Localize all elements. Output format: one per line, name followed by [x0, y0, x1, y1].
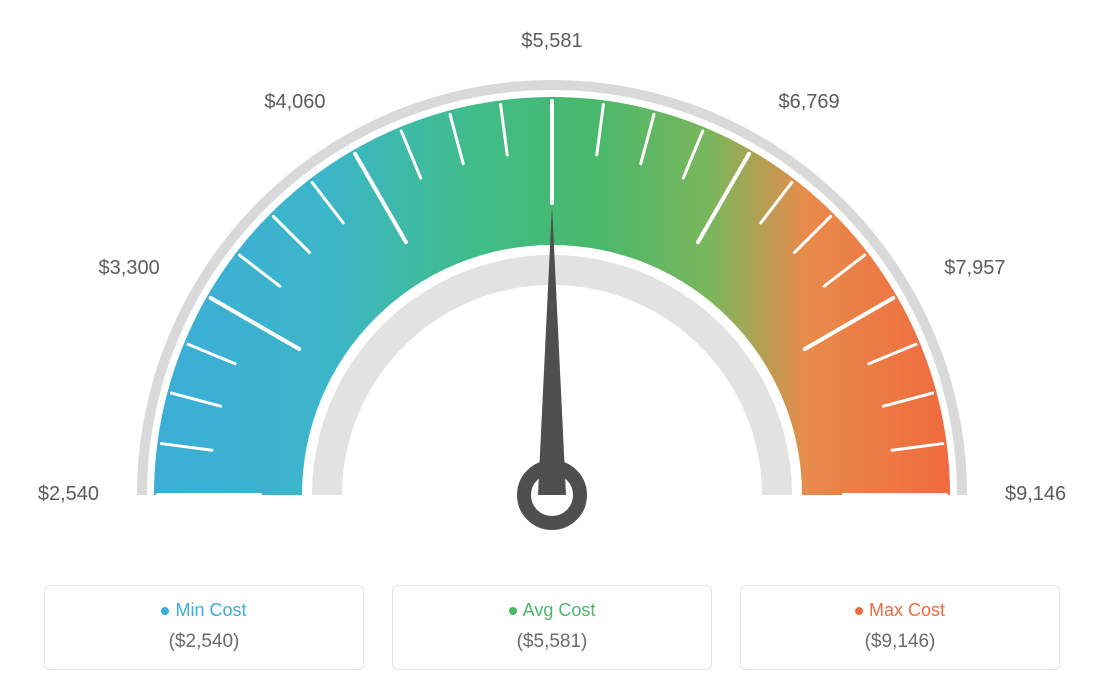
gauge-tick-label: $7,957	[944, 257, 1005, 280]
gauge-tick-label: $5,581	[517, 30, 587, 53]
legend-dot-avg	[509, 607, 517, 615]
legend-card-min: Min Cost ($2,540)	[44, 585, 364, 670]
legend-row: Min Cost ($2,540) Avg Cost ($5,581) Max …	[0, 585, 1104, 670]
gauge-tick-label: $3,300	[90, 257, 160, 280]
legend-min-value: ($2,540)	[55, 631, 353, 653]
legend-card-avg: Avg Cost ($5,581)	[392, 585, 712, 670]
legend-max-label: Max Cost	[869, 600, 945, 620]
legend-card-max: Max Cost ($9,146)	[740, 585, 1060, 670]
legend-dot-min	[161, 607, 169, 615]
gauge-tick-label: $4,060	[256, 91, 326, 114]
legend-avg-value: ($5,581)	[403, 631, 701, 653]
legend-max-value: ($9,146)	[751, 631, 1049, 653]
gauge-tick-label: $2,540	[29, 483, 99, 506]
gauge-tick-label: $9,146	[1005, 483, 1066, 506]
gauge-tick-label: $6,769	[779, 91, 840, 114]
legend-max-title: Max Cost	[751, 600, 1049, 621]
gauge-chart: $2,540 $3,300 $4,060 $5,581 $6,769 $7,957 $9,1…	[0, 0, 1104, 560]
legend-dot-max	[855, 607, 863, 615]
legend-min-title: Min Cost	[55, 600, 353, 621]
legend-avg-label: Avg Cost	[523, 600, 596, 620]
gauge-svg	[52, 30, 1052, 560]
legend-avg-title: Avg Cost	[403, 600, 701, 621]
legend-min-label: Min Cost	[175, 600, 246, 620]
